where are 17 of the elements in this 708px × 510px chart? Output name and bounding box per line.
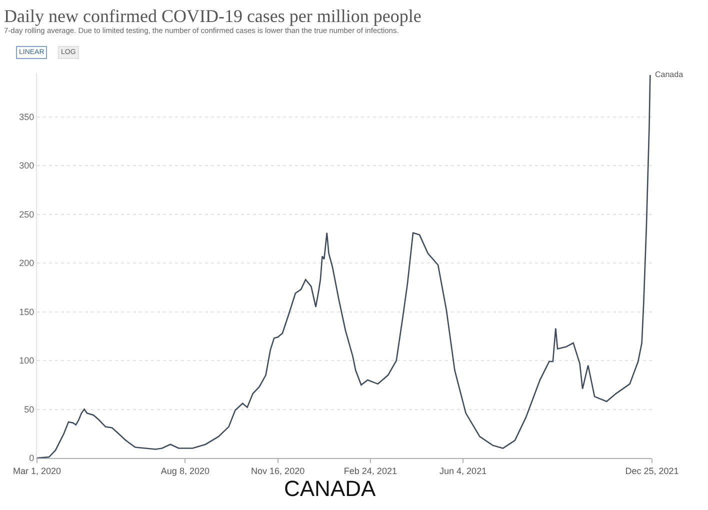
x-tick-label: Nov 16, 2020 [251, 466, 305, 476]
x-tick-label: Aug 8, 2020 [160, 466, 210, 476]
y-tick-label: 200 [19, 258, 34, 268]
y-tick-label: 250 [19, 209, 34, 220]
y-tick-label: 50 [24, 404, 34, 414]
chart-title: Daily new confirmed COVID-19 cases per million people [4, 6, 422, 26]
y-tick-label: 300 [19, 160, 34, 171]
x-tick-label: Mar 1, 2020 [12, 466, 62, 476]
text: CANADA [284, 476, 376, 501]
x-tick-label: Jun 4, 2021 [440, 466, 487, 476]
y-tick-label: 350 [19, 112, 34, 122]
y-tick-label: 150 [19, 306, 34, 317]
y-tick-label: 0 [29, 453, 34, 464]
y-tick-label: 100 [19, 356, 34, 366]
x-tick-label: Feb 24, 2021 [344, 466, 397, 476]
x-tick-label: Dec 25, 2021 [625, 466, 679, 476]
series-label: Canada [655, 70, 684, 79]
